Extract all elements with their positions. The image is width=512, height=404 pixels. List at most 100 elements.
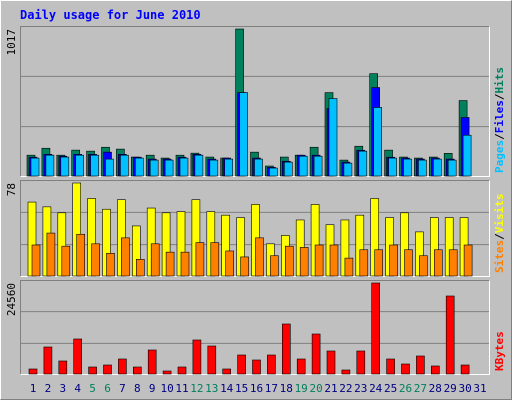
bar bbox=[150, 243, 160, 277]
bar bbox=[180, 251, 190, 277]
bar bbox=[179, 157, 189, 177]
bar bbox=[224, 158, 233, 177]
bar bbox=[61, 245, 71, 277]
bar bbox=[311, 333, 321, 375]
bar bbox=[162, 370, 172, 375]
legend: Pages/Files/Hits bbox=[493, 67, 506, 173]
legend-entry: Hits bbox=[493, 67, 506, 94]
bar bbox=[358, 150, 368, 177]
legend: KBytes bbox=[493, 331, 506, 371]
bar bbox=[447, 159, 457, 177]
bar bbox=[73, 338, 82, 375]
bar bbox=[430, 365, 440, 375]
legend: Sites/Visits bbox=[493, 194, 506, 274]
bar bbox=[341, 369, 351, 375]
y-tick-label: 24560 bbox=[5, 283, 18, 316]
bar bbox=[359, 249, 369, 277]
bar bbox=[388, 157, 397, 177]
x-tick-label: 31 bbox=[473, 382, 486, 395]
bar bbox=[296, 358, 306, 375]
bar bbox=[237, 354, 246, 375]
bar bbox=[177, 366, 187, 375]
x-tick-label: 17 bbox=[265, 382, 278, 395]
bar bbox=[269, 167, 278, 177]
bar bbox=[210, 242, 220, 277]
bar bbox=[389, 244, 398, 277]
bar bbox=[225, 250, 234, 277]
bar bbox=[103, 364, 112, 375]
chart-title: Daily usage for June 2010 bbox=[20, 8, 201, 22]
x-tick-label: 6 bbox=[104, 382, 111, 395]
bar bbox=[419, 255, 428, 277]
x-tick-label: 4 bbox=[74, 382, 81, 395]
x-tick-label: 23 bbox=[354, 382, 367, 395]
bar bbox=[149, 159, 159, 177]
legend-entry: Sites bbox=[493, 240, 506, 273]
bar bbox=[270, 255, 279, 277]
bar bbox=[283, 161, 293, 177]
x-tick-label: 18 bbox=[280, 382, 293, 395]
bar bbox=[281, 323, 291, 375]
bar bbox=[328, 98, 338, 177]
bar bbox=[195, 242, 205, 277]
bar bbox=[463, 244, 473, 277]
x-tick-label: 19 bbox=[295, 382, 308, 395]
bar bbox=[46, 232, 56, 277]
x-tick-label: 21 bbox=[324, 382, 337, 395]
x-tick-label: 8 bbox=[134, 382, 141, 395]
bar bbox=[401, 363, 410, 375]
panel-border-light bbox=[20, 180, 490, 277]
bar bbox=[76, 233, 85, 277]
bar bbox=[329, 244, 339, 277]
bar bbox=[373, 107, 383, 177]
legend-separator: / bbox=[493, 93, 506, 100]
bar bbox=[136, 259, 145, 277]
bar bbox=[45, 154, 55, 177]
bar bbox=[43, 346, 53, 375]
bar bbox=[403, 158, 412, 177]
legend-entry: Files bbox=[493, 100, 506, 133]
bar bbox=[194, 154, 204, 177]
bar bbox=[252, 359, 261, 375]
bar bbox=[416, 355, 425, 375]
x-tick-label: 1 bbox=[30, 382, 37, 395]
bar bbox=[75, 154, 84, 177]
legend-separator: / bbox=[493, 233, 506, 240]
bar bbox=[313, 155, 323, 177]
x-tick-label: 20 bbox=[309, 382, 322, 395]
bar bbox=[239, 92, 248, 177]
bar bbox=[404, 249, 413, 277]
bar bbox=[164, 159, 174, 177]
panel-border-dark bbox=[20, 180, 490, 277]
panel-border-light bbox=[20, 26, 490, 177]
legend-entry: Visits bbox=[493, 194, 506, 234]
bar bbox=[314, 244, 324, 277]
bar bbox=[240, 256, 249, 277]
bar bbox=[120, 154, 129, 177]
x-tick-label: 27 bbox=[414, 382, 427, 395]
panel-area bbox=[20, 280, 490, 375]
x-tick-label: 25 bbox=[384, 382, 397, 395]
bar bbox=[374, 249, 384, 277]
bar bbox=[448, 249, 458, 277]
legend-entry: KBytes bbox=[493, 331, 506, 371]
legend-entry: Pages bbox=[493, 140, 506, 173]
bar bbox=[356, 350, 366, 375]
x-tick-label: 16 bbox=[250, 382, 263, 395]
bar bbox=[418, 159, 427, 177]
x-tick-label: 22 bbox=[339, 382, 352, 395]
x-tick-label: 29 bbox=[444, 382, 457, 395]
panel-border-light bbox=[20, 280, 490, 375]
bar bbox=[298, 155, 308, 177]
bar bbox=[462, 134, 472, 177]
bar bbox=[284, 245, 294, 277]
bar bbox=[326, 350, 336, 375]
panel-border-dark bbox=[20, 280, 490, 375]
x-tick-label: 26 bbox=[399, 382, 412, 395]
bar bbox=[254, 158, 263, 177]
y-tick-label: 1017 bbox=[5, 29, 18, 56]
bar bbox=[30, 157, 40, 177]
bar bbox=[91, 243, 100, 277]
bar bbox=[386, 358, 395, 375]
